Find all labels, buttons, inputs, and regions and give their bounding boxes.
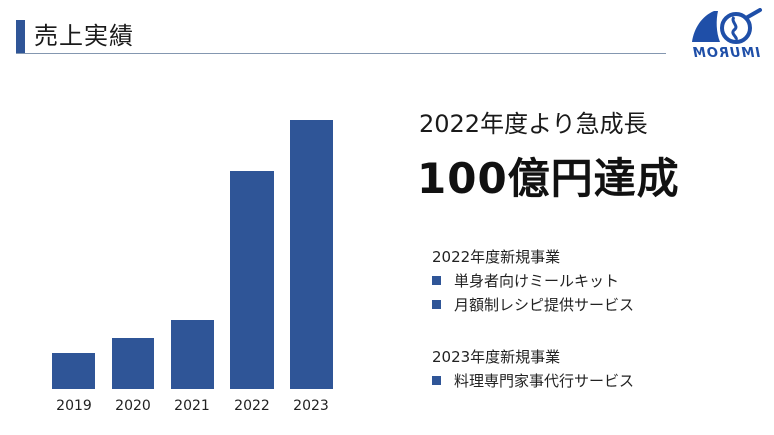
bar-2021 [171, 320, 214, 389]
logo-wordmark: IMUROM [691, 46, 761, 61]
title-divider [16, 53, 666, 54]
section-title-2023: 2023年度新規事業 [432, 348, 561, 366]
square-bullet-icon [432, 276, 441, 285]
list-item-text: 月額制レシピ提供サービス [454, 296, 635, 314]
x-label-2022: 2022 [234, 398, 270, 414]
list-item-text: 単身者向けミールキット [454, 272, 620, 290]
sales-bar-chart: 2019 2020 2021 2022 2023 [0, 0, 380, 435]
bar-2019 [52, 353, 95, 389]
square-bullet-icon [432, 300, 441, 309]
list-item: 単身者向けミールキット [432, 270, 619, 291]
bar-2023 [290, 120, 333, 389]
bar-2020 [112, 338, 154, 389]
achievement-headline: 100億円達成 [417, 154, 680, 203]
x-label-2023: 2023 [293, 398, 329, 414]
square-bullet-icon [432, 376, 441, 385]
x-label-2021: 2021 [174, 398, 210, 414]
list-item: 料理専門家事代行サービス [432, 370, 634, 391]
bar-2022 [230, 171, 274, 389]
list-item-text: 料理専門家事代行サービス [454, 372, 635, 390]
logo-horn-icon [692, 8, 762, 44]
growth-subtitle: 2022年度より急成長 [419, 110, 648, 138]
section-title-2022: 2022年度新規事業 [432, 248, 561, 266]
page-title: 売上実績 [34, 22, 134, 50]
company-logo: IMUROM [686, 8, 766, 64]
title-accent-bar [16, 20, 25, 54]
list-item: 月額制レシピ提供サービス [432, 294, 634, 315]
x-label-2020: 2020 [115, 398, 151, 414]
x-label-2019: 2019 [56, 398, 92, 414]
